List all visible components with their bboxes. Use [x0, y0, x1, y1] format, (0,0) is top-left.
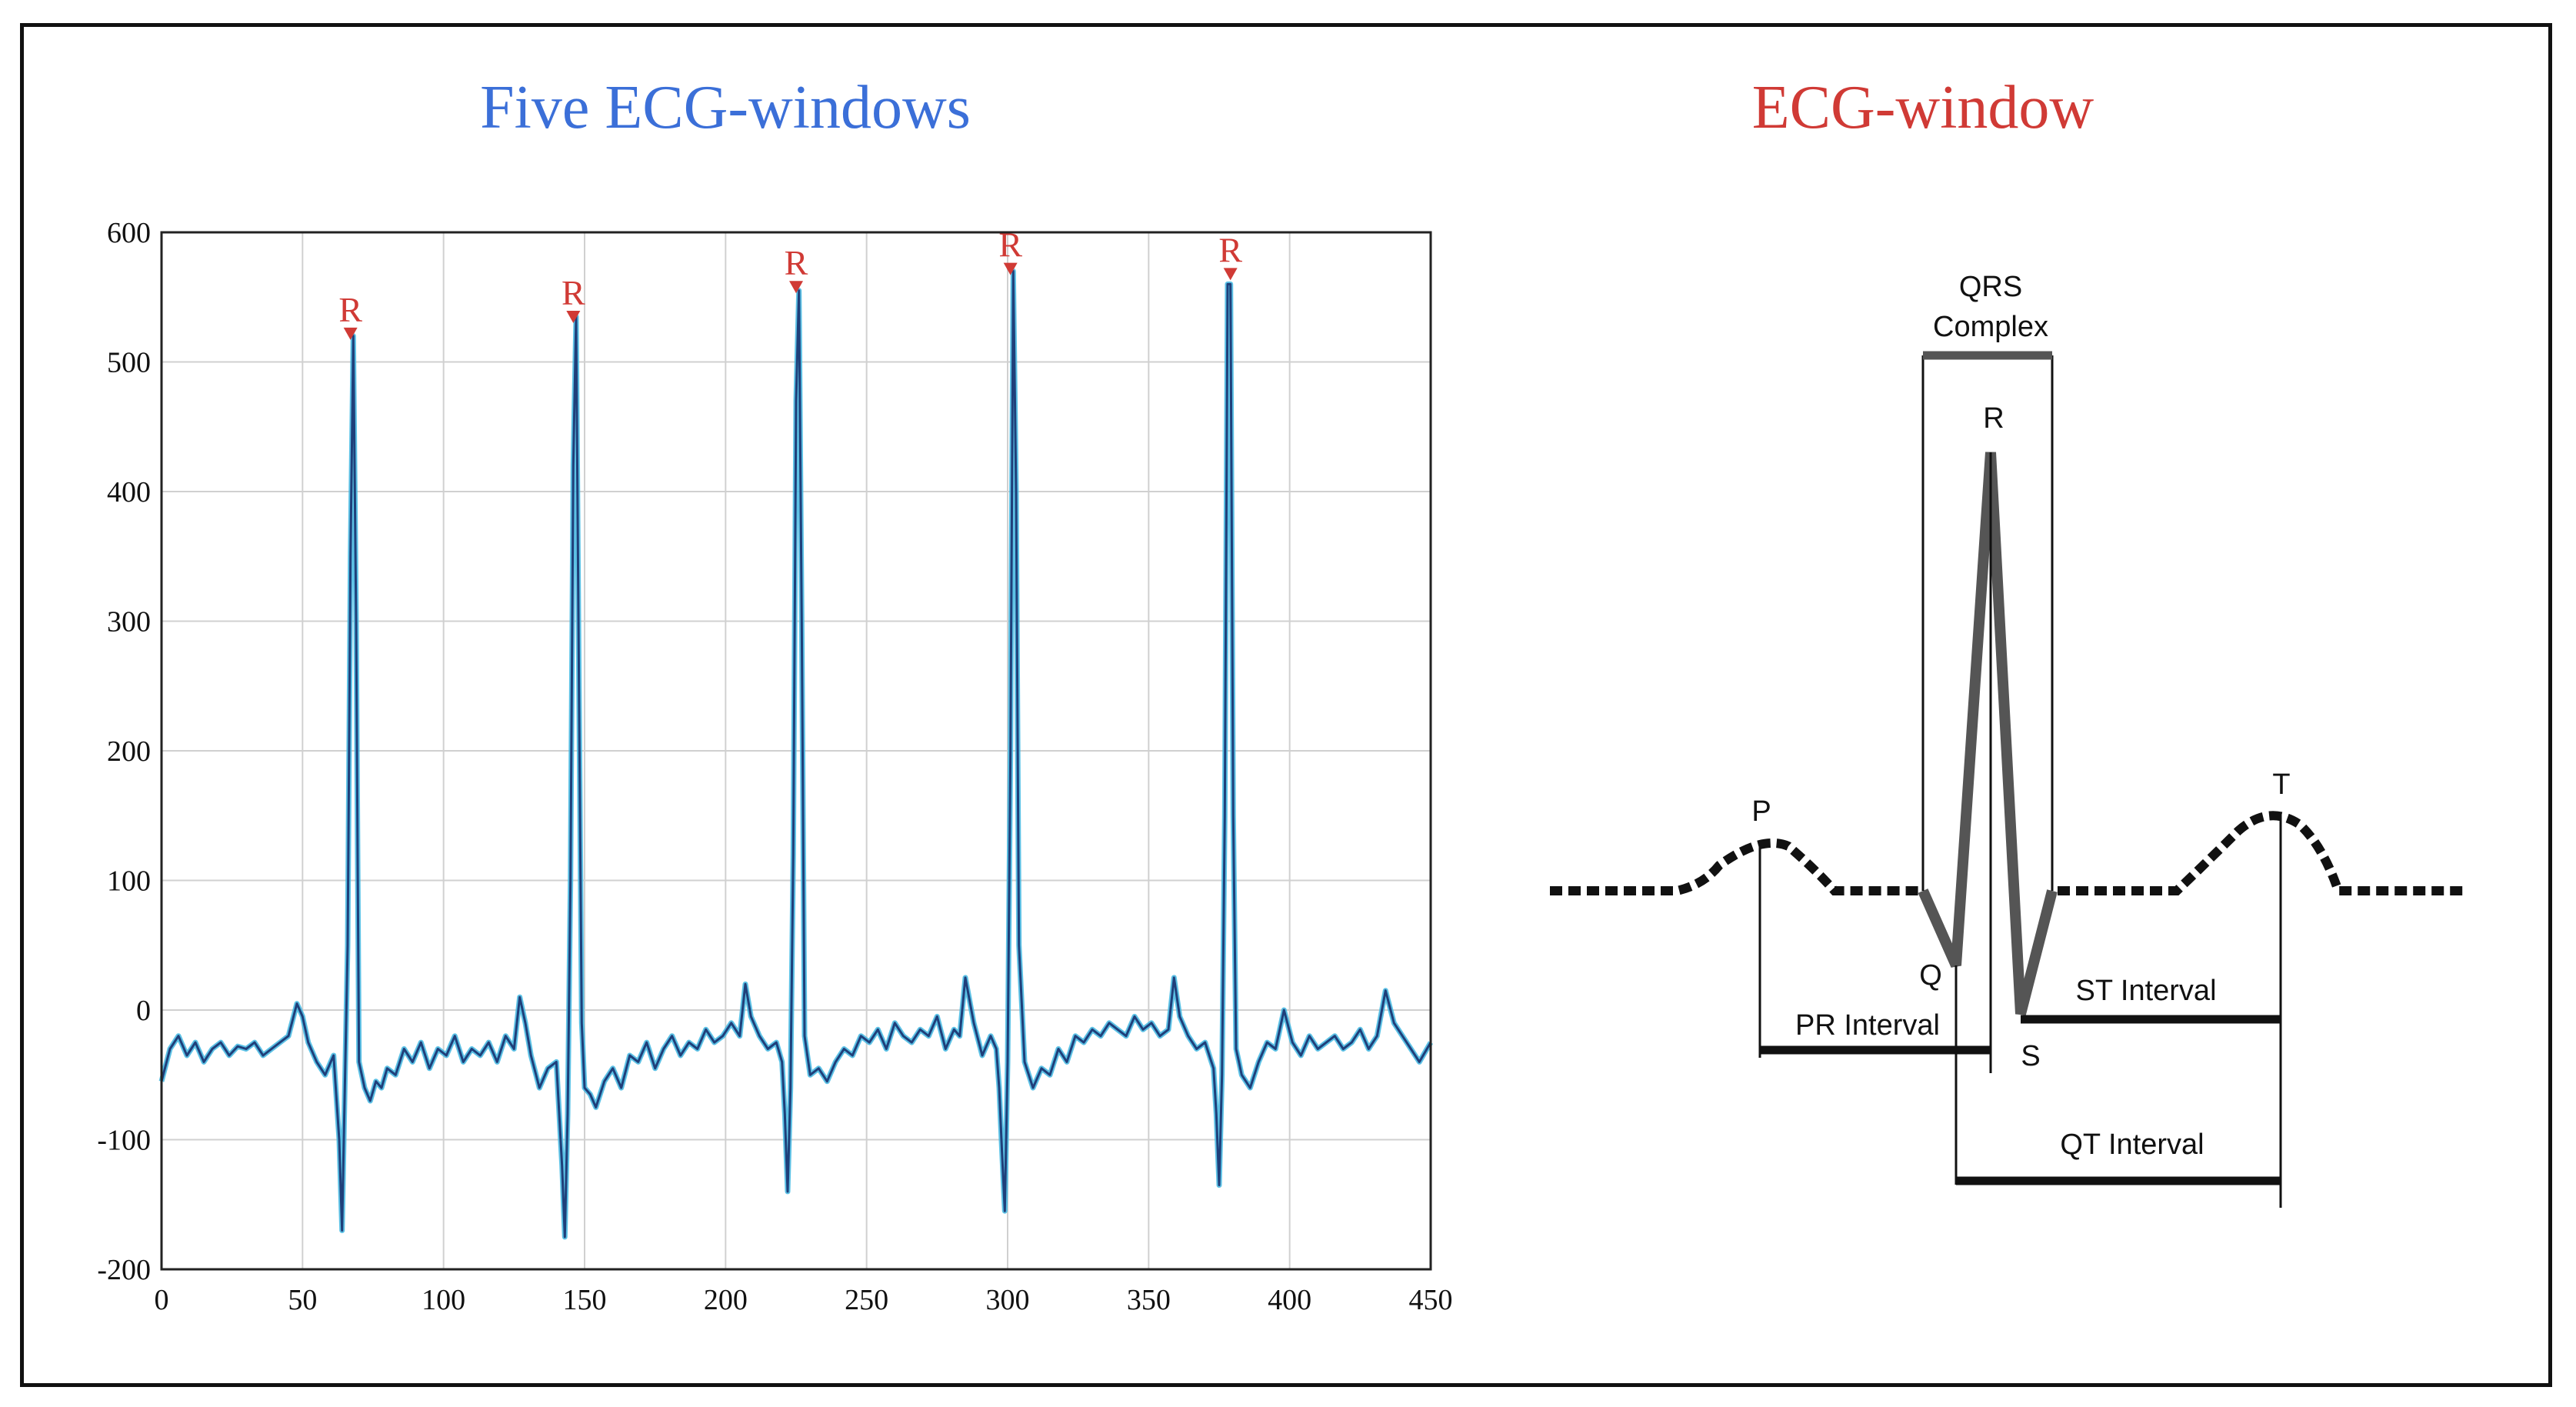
r-peak-marker — [1003, 262, 1018, 275]
right-panel-title: ECG-window — [1751, 74, 2094, 142]
qrs-complex-trace — [1918, 452, 2058, 1015]
x-tick-label: 100 — [422, 1284, 465, 1316]
r-peak-marker — [789, 281, 803, 294]
x-tick-label: 450 — [1409, 1284, 1453, 1316]
y-tick-label: 600 — [107, 217, 151, 249]
qt-interval-label: QT Interval — [2060, 1129, 2204, 1161]
x-tick-label: 350 — [1127, 1284, 1171, 1316]
x-tick-label: 150 — [563, 1284, 607, 1316]
x-tick-label: 0 — [155, 1284, 169, 1316]
qrs-label-line1: QRS — [1959, 271, 2022, 303]
y-tick-label: 300 — [107, 606, 151, 638]
x-tick-label: 400 — [1268, 1284, 1311, 1316]
r-peak-marker — [1223, 268, 1238, 281]
y-tick-label: 500 — [107, 347, 151, 379]
y-tick-label: -200 — [97, 1254, 151, 1286]
ecg-trace — [160, 270, 1432, 1239]
x-tick-label: 300 — [986, 1284, 1030, 1316]
r-peak-label: R — [998, 225, 1022, 265]
plot-border — [160, 231, 1432, 1271]
p-wave-segment — [1550, 838, 1923, 895]
r-peak-label: R — [338, 290, 362, 329]
s-wave-label: S — [2021, 1040, 2040, 1072]
q-wave-label: Q — [1919, 959, 1942, 992]
r-wave-label: R — [1983, 402, 2004, 435]
y-tick-label: 100 — [107, 865, 151, 898]
x-tick-label: 50 — [288, 1284, 317, 1316]
r-peak-label: R — [785, 243, 808, 282]
ecg-waveform-diagram: QRS Complex R P T Q S PR Interval ST Int… — [1550, 271, 2465, 1208]
pr-interval-label: PR Interval — [1795, 1009, 1940, 1042]
r-peak-label: R — [562, 273, 585, 312]
r-peak-marker — [343, 327, 358, 340]
chart-peaks: R R R R R — [338, 225, 1242, 340]
y-tick-label: 0 — [136, 995, 151, 1027]
t-wave-label: T — [2272, 769, 2290, 801]
y-tick-label: -100 — [97, 1125, 151, 1157]
chart-ticks: 0 50 100 150 200 250 300 350 400 450 600 500 400 300 2… — [97, 217, 1452, 1316]
y-tick-label: 200 — [107, 735, 151, 768]
r-peak-label: R — [1218, 230, 1242, 269]
st-interval-label: ST Interval — [2075, 975, 2216, 1007]
x-tick-label: 250 — [845, 1284, 888, 1316]
y-tick-label: 400 — [107, 476, 151, 508]
left-panel-title: Five ECG-windows — [480, 74, 971, 142]
qrs-label-line2: Complex — [1933, 311, 2048, 343]
ecg-line-chart: 0 50 100 150 200 250 300 350 400 450 600 500 400 300 2… — [97, 217, 1452, 1316]
chart-series — [158, 268, 1434, 1240]
x-tick-label: 200 — [704, 1284, 748, 1316]
t-wave-segment — [2058, 811, 2465, 895]
r-peak-marker — [566, 310, 581, 323]
p-wave-label: P — [1751, 795, 1771, 828]
